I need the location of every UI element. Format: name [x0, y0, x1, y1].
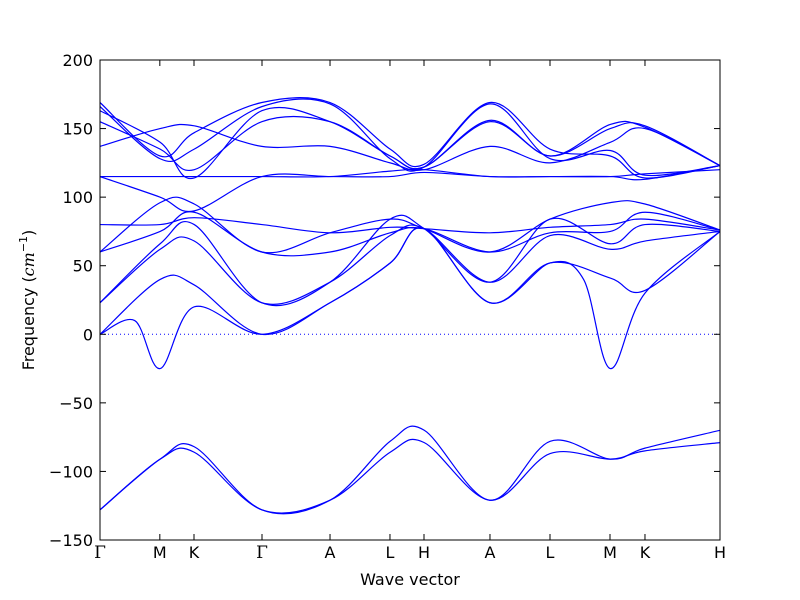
x-tick-label-11: K — [640, 543, 651, 562]
x-tick-label-7: H — [418, 543, 430, 562]
y-tick-label-6: 100 — [62, 188, 93, 207]
y-axis-label: Frequency (cm−1) — [17, 230, 38, 371]
x-axis-label: Wave vector — [360, 570, 460, 589]
x-tick-label-3: K — [189, 543, 200, 562]
band-line-16 — [100, 97, 720, 179]
band-line-8 — [100, 196, 720, 254]
x-tick-label-8: A — [485, 543, 496, 562]
y-tick-label-8: 200 — [62, 51, 93, 70]
x-tick-label-5: A — [325, 543, 336, 562]
y-tick-label-1: −150 — [49, 531, 93, 550]
y-axis-ticks: −150 −100 −50 0 50 100 150 200 — [49, 51, 720, 550]
band-line-4 — [100, 227, 720, 335]
y-tick-label-4: 0 — [83, 325, 93, 344]
band-line-5 — [100, 224, 720, 305]
x-tick-label-10: M — [603, 543, 617, 562]
band-line-7 — [100, 211, 720, 257]
phonon-branches — [100, 97, 720, 515]
y-axis-label-close: ) — [19, 230, 38, 236]
y-tick-label-5: 50 — [73, 257, 93, 276]
band-line-14 — [100, 106, 720, 180]
plot-frame — [99, 59, 721, 541]
x-tick-label-4: Γ — [256, 543, 268, 563]
y-tick-label-2: −100 — [49, 462, 93, 481]
y-axis-label-text: Frequency ( — [19, 276, 38, 370]
x-tick-label-1: Γ — [94, 543, 106, 563]
band-line-2 — [100, 425, 720, 515]
x-tick-label-6: L — [386, 543, 395, 562]
x-tick-label-12: H — [714, 543, 726, 562]
x-tick-label-2: M — [153, 543, 167, 562]
band-line-12 — [100, 123, 720, 171]
band-line-15 — [100, 98, 720, 177]
band-line-6 — [100, 214, 720, 307]
y-axis-label-exponent: −1 — [17, 236, 30, 252]
x-tick-label-9: L — [546, 543, 555, 562]
y-tick-label-7: 150 — [62, 120, 93, 139]
y-axis-label-unit: cm — [19, 252, 38, 276]
band-line-9 — [100, 217, 720, 234]
y-tick-label-3: −50 — [59, 394, 93, 413]
